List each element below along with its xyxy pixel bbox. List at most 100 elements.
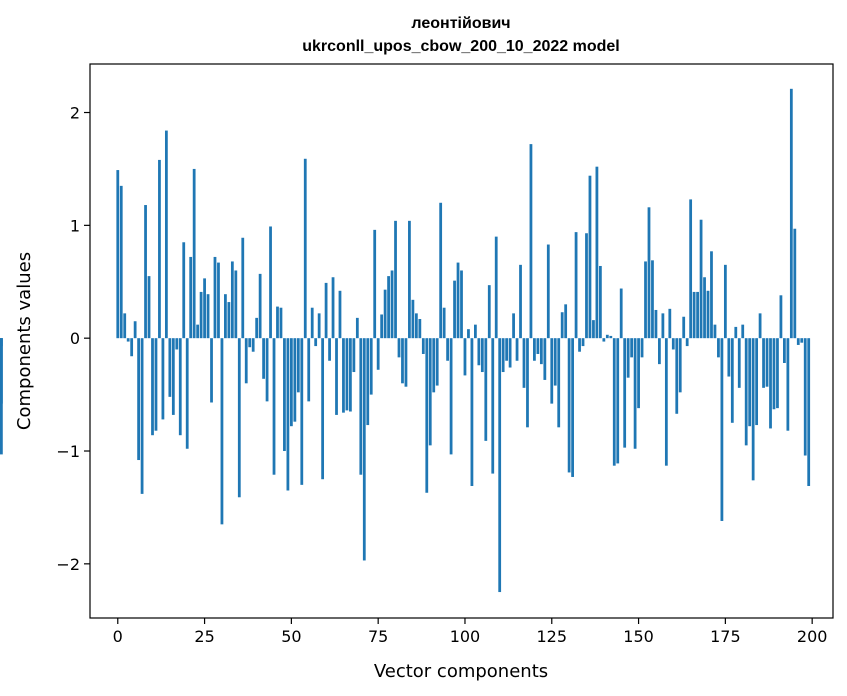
- bar: [574, 232, 578, 339]
- chart-subtitle: ukrconll_upos_cbow_200_10_2022 model: [302, 38, 619, 55]
- bar: [144, 205, 147, 339]
- bar: [585, 233, 588, 339]
- bar: [602, 338, 606, 342]
- bar: [307, 338, 311, 402]
- bar: [355, 317, 359, 339]
- bar: [487, 285, 491, 339]
- bar: [592, 320, 595, 339]
- bar: [467, 329, 470, 339]
- bar: [522, 338, 526, 388]
- bar: [470, 338, 474, 486]
- bar: [362, 338, 366, 561]
- bar: [460, 270, 463, 339]
- bar: [581, 338, 585, 347]
- bar: [178, 338, 182, 436]
- bar: [491, 338, 495, 474]
- bar: [0, 338, 3, 455]
- bar: [526, 338, 529, 428]
- bar: [539, 338, 543, 365]
- bar: [685, 338, 689, 347]
- bar: [217, 262, 220, 339]
- bar: [206, 294, 210, 339]
- chart-title: леонтійович: [411, 15, 510, 32]
- bar: [595, 166, 599, 339]
- bar: [324, 282, 328, 339]
- bar: [300, 338, 304, 485]
- bar: [508, 338, 512, 368]
- bar: [605, 334, 609, 339]
- bar: [546, 244, 550, 339]
- bar: [706, 290, 710, 339]
- bar: [456, 262, 460, 339]
- bar: [442, 307, 446, 339]
- bar: [255, 317, 259, 339]
- bar: [800, 338, 804, 343]
- bar: [328, 338, 331, 361]
- bar: [220, 338, 224, 525]
- bar: [682, 316, 686, 339]
- bar: [359, 338, 363, 475]
- bar: [130, 338, 134, 357]
- bar: [678, 338, 682, 393]
- bar: [717, 338, 720, 358]
- bar: [189, 256, 193, 339]
- bar: [453, 280, 456, 339]
- bar: [619, 288, 623, 339]
- bar: [557, 338, 561, 428]
- bar: [262, 338, 265, 379]
- y-axis-ticks: −2 −1 0 1 2: [56, 104, 90, 574]
- y-tick-label: 0: [70, 329, 80, 348]
- bar: [463, 338, 467, 376]
- bar: [533, 338, 536, 361]
- bar: [213, 256, 217, 339]
- bar: [345, 338, 349, 411]
- bar: [505, 338, 509, 361]
- bar: [151, 338, 154, 436]
- bar: [279, 307, 283, 339]
- bar: [265, 338, 269, 402]
- bar: [435, 338, 439, 386]
- bar: [633, 338, 637, 449]
- bar: [317, 313, 321, 339]
- bar: [432, 338, 436, 393]
- bar: [755, 338, 759, 426]
- bar: [418, 319, 422, 339]
- bar: [609, 335, 613, 339]
- x-tick-label: 25: [194, 627, 214, 646]
- bar: [741, 324, 745, 339]
- bar: [164, 130, 168, 339]
- bar: [161, 338, 165, 420]
- bar: [352, 338, 356, 373]
- bar: [779, 295, 783, 339]
- bar: [314, 338, 318, 347]
- bar: [272, 338, 276, 475]
- bar: [248, 338, 252, 348]
- bar: [793, 228, 797, 339]
- bar: [730, 338, 734, 423]
- bar: [658, 338, 661, 365]
- bar: [244, 338, 248, 384]
- x-tick-label: 200: [797, 627, 828, 646]
- bar: [477, 338, 481, 366]
- bar: [196, 324, 200, 339]
- bar: [321, 338, 325, 480]
- bar: [414, 313, 418, 339]
- bar: [269, 226, 272, 339]
- bar: [133, 321, 137, 339]
- bar: [474, 324, 477, 339]
- bar: [192, 168, 196, 339]
- bar: [564, 304, 568, 339]
- x-tick-label: 150: [623, 627, 654, 646]
- bar: [342, 338, 345, 413]
- x-axis-label: Vector components: [374, 661, 548, 682]
- bar: [789, 88, 793, 339]
- x-tick-label: 100: [450, 627, 481, 646]
- bar: [550, 338, 554, 404]
- bar: [168, 338, 172, 397]
- bar: [237, 338, 241, 498]
- bar: [185, 338, 189, 449]
- bar: [578, 338, 581, 352]
- bar: [630, 338, 634, 358]
- bar: [289, 338, 293, 427]
- bar: [230, 261, 234, 339]
